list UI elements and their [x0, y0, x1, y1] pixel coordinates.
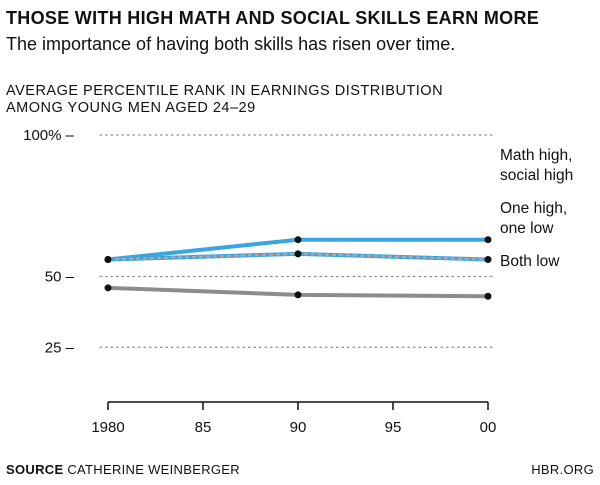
y-tick-label-50: 50 –	[45, 269, 75, 286]
x-tick-label-1980: 1980	[91, 419, 124, 436]
series-label-1-0: One high,	[500, 200, 567, 217]
source-text: CATHERINE WEINBERGER	[67, 462, 240, 477]
series-label-0-1: social high	[500, 167, 573, 184]
brand-mark: HBR.ORG	[531, 462, 594, 477]
chart-title: THOSE WITH HIGH MATH AND SOCIAL SKILLS E…	[6, 8, 540, 28]
data-point-0-2	[484, 236, 492, 244]
data-point-0-1	[294, 236, 302, 244]
x-tick-label-1995: 95	[385, 419, 402, 436]
source-note: SOURCE CATHERINE WEINBERGER	[6, 462, 240, 477]
y-tick-labels: 25 – 50 – 100% –	[23, 127, 75, 356]
x-tick-label-1985: 85	[195, 419, 212, 436]
data-point-1-1	[294, 250, 302, 258]
series-labels: Math high, social high One high, one low Bot…	[500, 147, 573, 270]
data-point-2-0	[104, 284, 112, 292]
source-label: SOURCE	[6, 462, 64, 477]
y-axis-title: AVERAGE PERCENTILE RANK IN EARNINGS DIST…	[6, 83, 443, 117]
y-tick-label-100: 100% –	[23, 127, 75, 144]
y-axis-title-line-1: AVERAGE PERCENTILE RANK IN EARNINGS DIST…	[6, 83, 444, 99]
data-point-2-1	[294, 291, 302, 299]
y-tick-label-25: 25 –	[45, 339, 75, 356]
data-point-2-2	[484, 292, 492, 300]
data-point-1-0	[104, 256, 112, 264]
x-axis: 1980 85 90 95 00	[91, 401, 497, 436]
x-tick-label-2000: 00	[480, 419, 497, 436]
y-axis-title-line-2: AMONG YOUNG MEN AGED 24–29	[6, 100, 256, 116]
chart-subtitle: The importance of having both skills has…	[6, 34, 456, 54]
data-point-1-2	[484, 256, 492, 264]
x-tick-label-1990: 90	[290, 419, 307, 436]
series-label-0-0: Math high,	[500, 147, 572, 164]
series-lines	[104, 236, 492, 300]
series-label-2-0: Both low	[500, 253, 560, 270]
series-label-1-1: one low	[500, 220, 554, 237]
